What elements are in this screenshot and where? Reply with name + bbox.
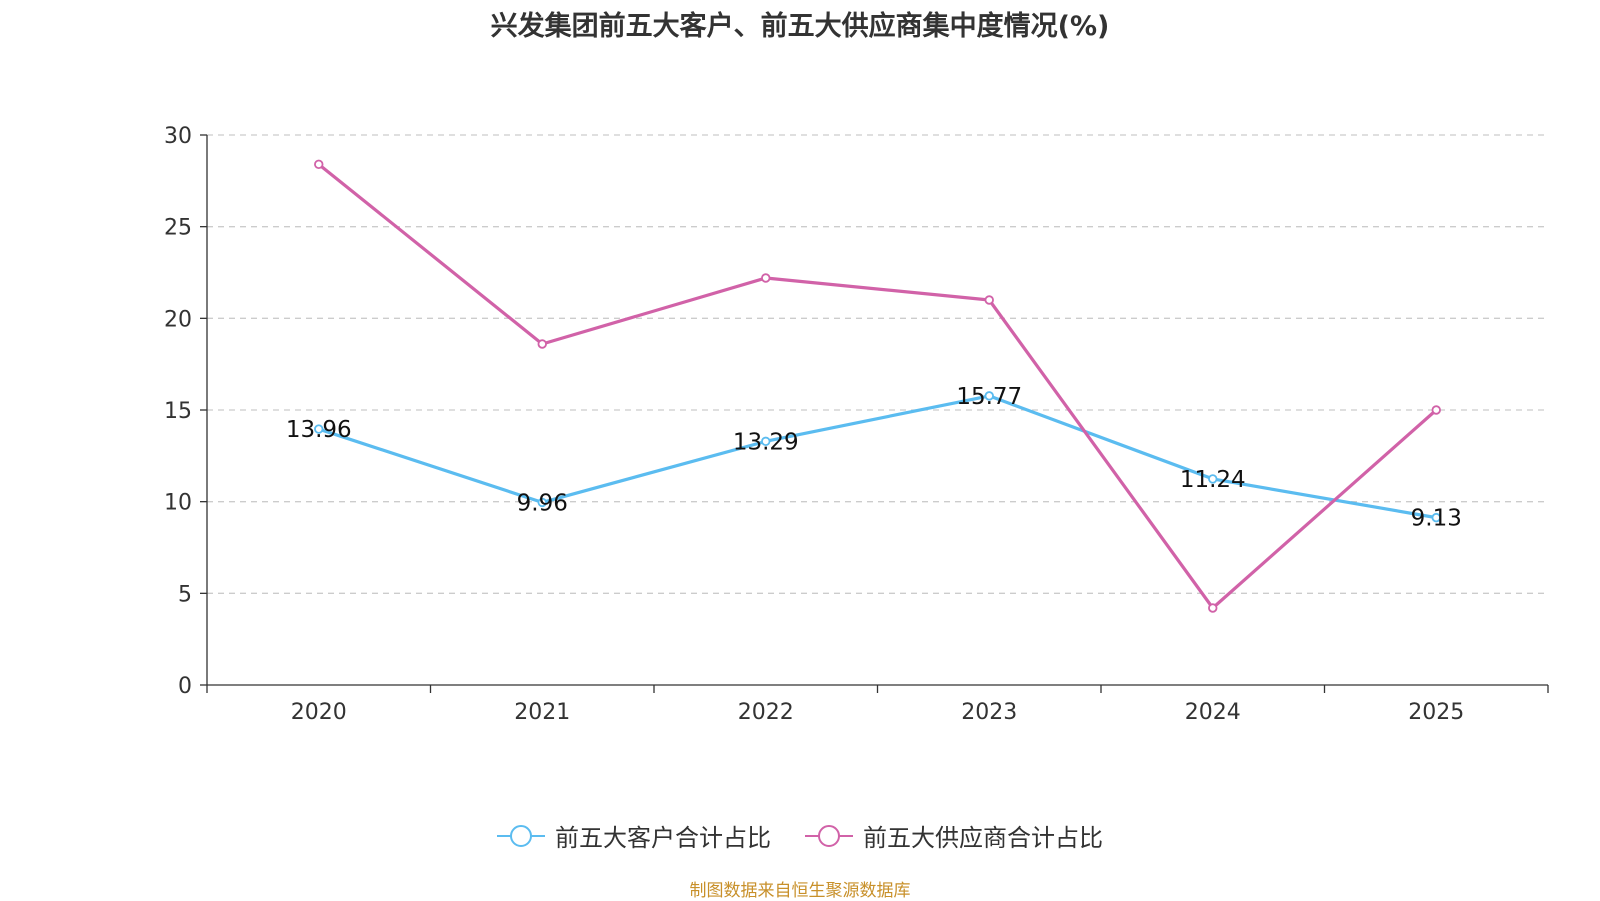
x-tick-label: 2024: [1185, 700, 1241, 725]
data-point: [537, 339, 547, 349]
data-label: 9.13: [1411, 506, 1462, 532]
y-tick-label: 10: [164, 491, 192, 516]
series-line: [317, 163, 1438, 610]
series: [314, 159, 1441, 613]
data-label: 9.96: [517, 490, 568, 516]
data-label: 13.29: [733, 429, 799, 455]
legend-item-suppliers[interactable]: 前五大供应商合计占比: [805, 818, 1103, 853]
data-label: 15.77: [956, 384, 1022, 410]
y-tick-label: 20: [164, 307, 192, 332]
data-point: [984, 295, 994, 305]
grid-lines: [207, 134, 1548, 594]
series-line: [318, 394, 1437, 520]
data-label: 11.24: [1180, 467, 1246, 493]
legend-item-customers[interactable]: 前五大客户合计占比: [497, 818, 771, 853]
data-point: [984, 391, 994, 401]
x-tick-label: 2020: [291, 700, 347, 725]
data-point: [1208, 603, 1218, 613]
x-tick-label: 2022: [738, 700, 794, 725]
data-point: [1431, 405, 1441, 415]
legend-label: 前五大客户合计占比: [555, 824, 771, 852]
data-point: [761, 273, 771, 283]
legend-marker-icon: [805, 824, 853, 848]
data-labels: 13.96 9.96 13.29 15.77 11.24 9.13: [286, 384, 1462, 532]
source-note: 制图数据来自恒生聚源数据库: [689, 881, 911, 901]
data-point: [761, 436, 771, 447]
y-tick-label: 30: [164, 124, 192, 149]
chart-title: 兴发集团前五大客户、前五大供应商集中度情况(%): [490, 11, 1110, 42]
legend: 前五大客户合计占比 前五大供应商合计占比: [0, 818, 1600, 853]
x-tick-label: 2025: [1408, 700, 1464, 725]
data-point: [537, 497, 547, 508]
y-tick-label: 25: [164, 216, 192, 241]
x-tick-label: 2021: [514, 700, 570, 725]
y-tick-label: 5: [178, 582, 192, 607]
data-point: [1431, 512, 1441, 523]
data-point: [1208, 474, 1218, 484]
legend-label: 前五大供应商合计占比: [863, 824, 1103, 852]
data-point: [314, 159, 324, 170]
data-label: 13.96: [286, 417, 352, 443]
data-point: [314, 424, 324, 434]
y-tick-label: 15: [164, 399, 192, 424]
legend-marker-icon: [497, 824, 545, 848]
x-tick-label: 2023: [961, 700, 1017, 725]
y-tick-label: 0: [178, 674, 192, 699]
